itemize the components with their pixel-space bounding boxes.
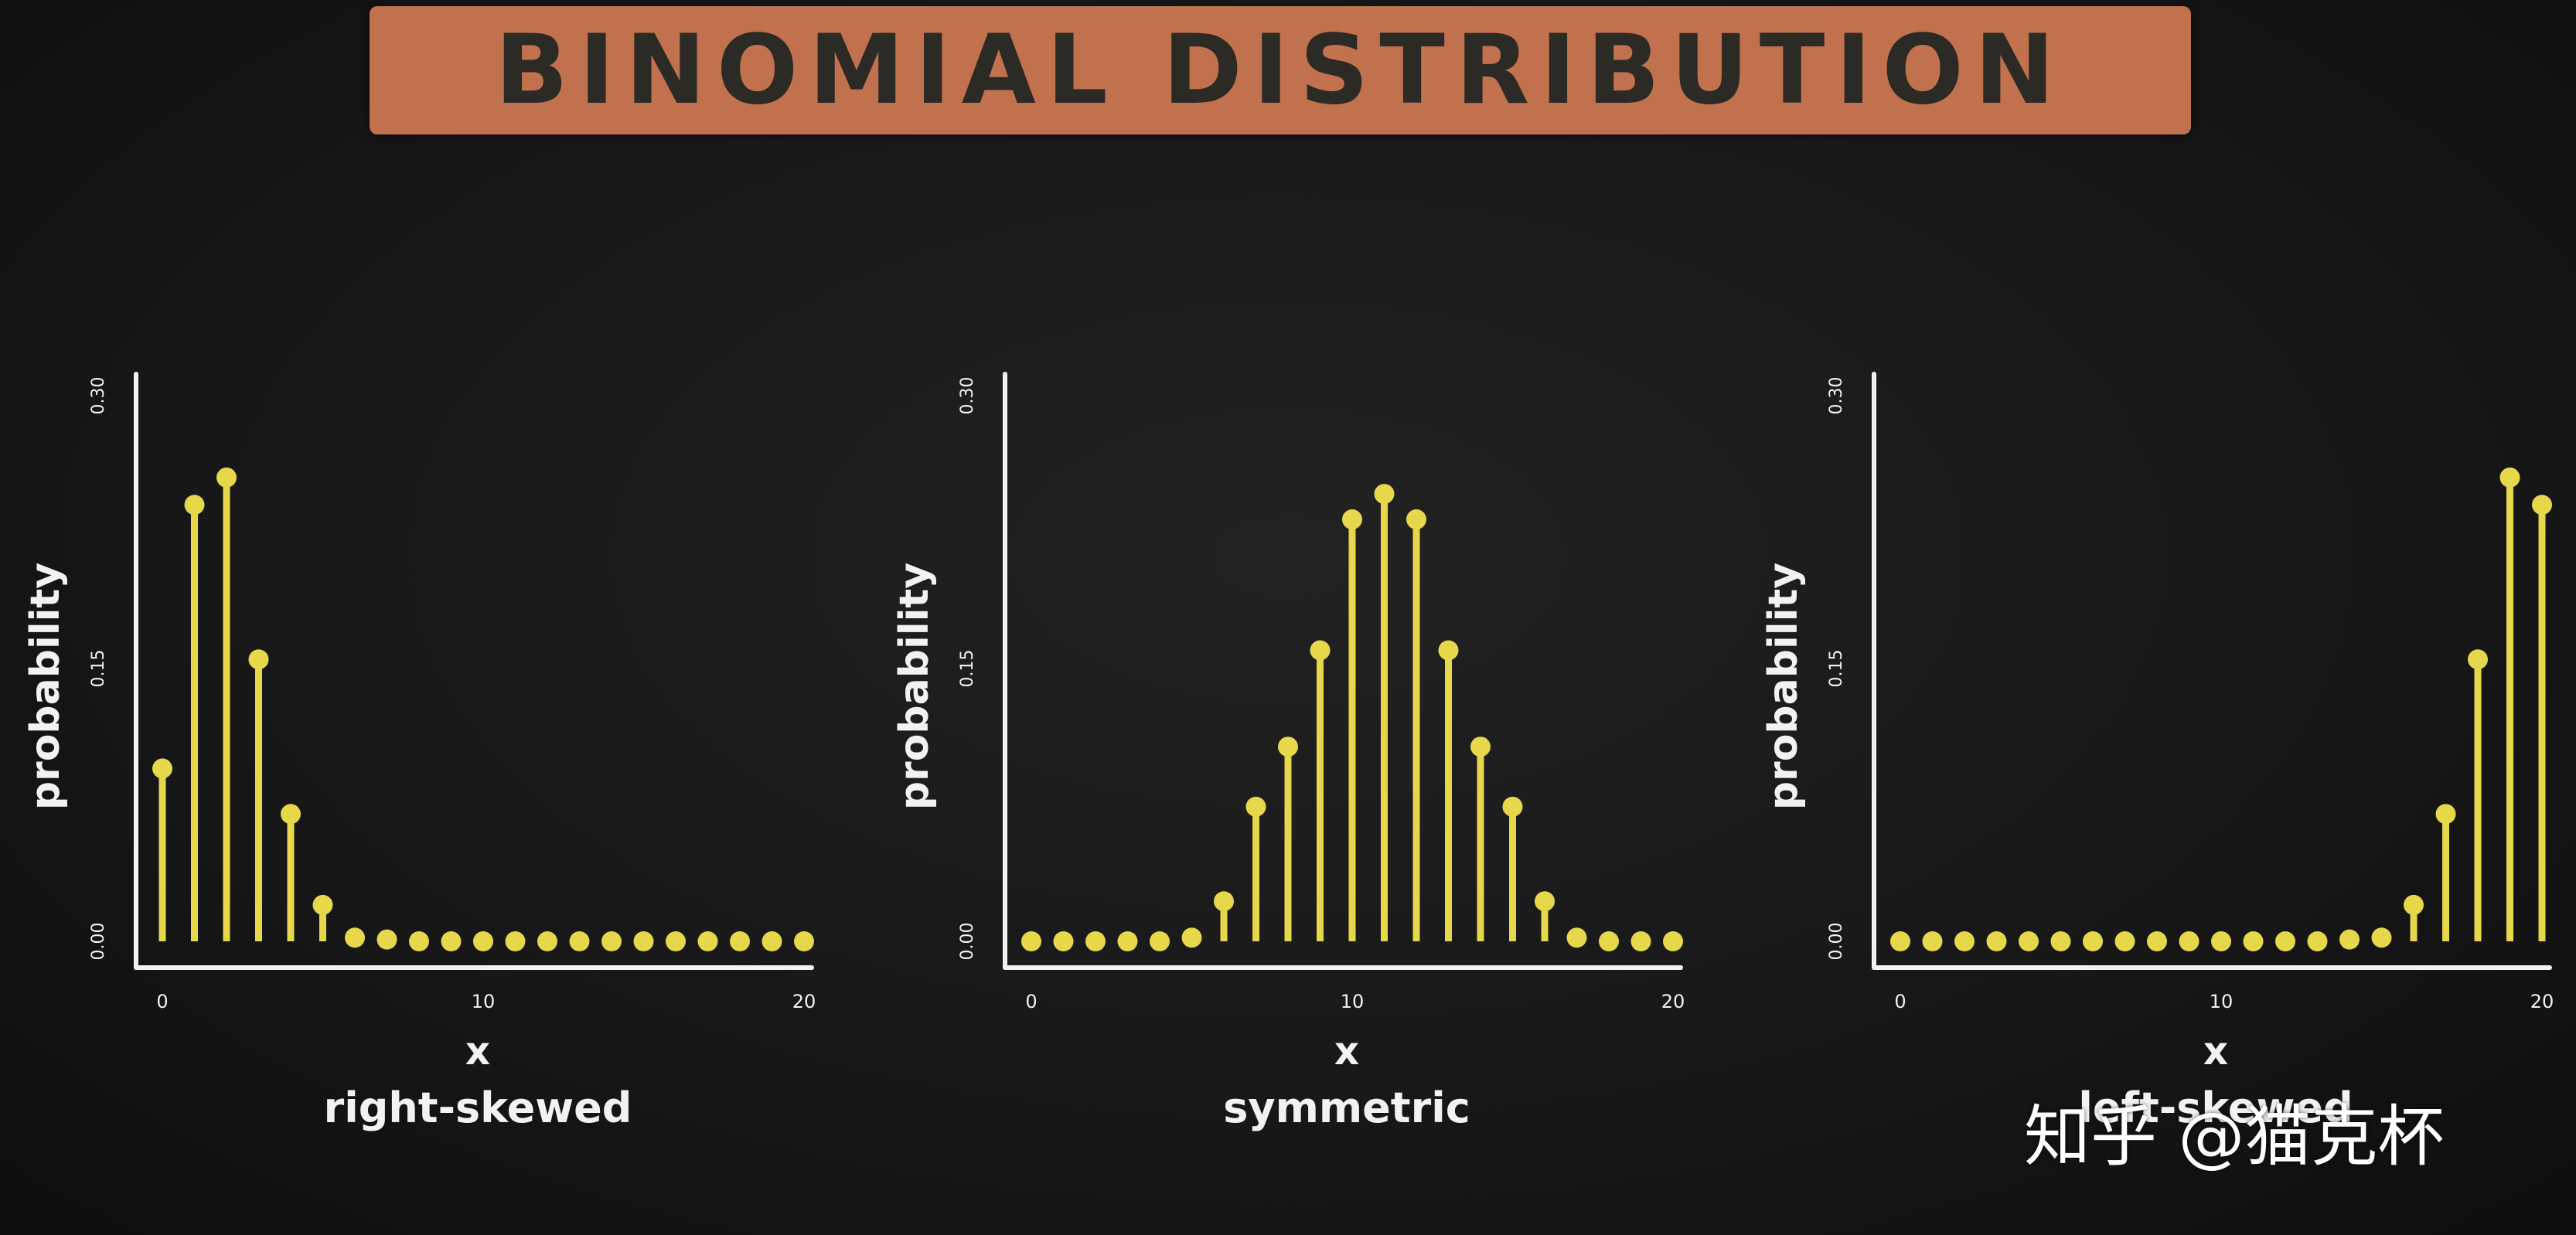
data-point bbox=[697, 931, 718, 951]
data-point bbox=[2275, 931, 2295, 951]
title-banner: BINOMIAL DISTRIBUTION bbox=[370, 6, 2191, 134]
data-point bbox=[2307, 931, 2328, 951]
data-point bbox=[569, 931, 590, 951]
data-point bbox=[2499, 467, 2520, 488]
data-point bbox=[1630, 931, 1651, 951]
data-point bbox=[441, 931, 462, 951]
x-axis-label: x bbox=[1334, 1029, 1359, 1073]
data-point bbox=[1150, 931, 1170, 951]
data-point bbox=[2050, 931, 2071, 951]
data-point bbox=[1245, 796, 1266, 817]
x-tick-label: 20 bbox=[1661, 991, 1685, 1012]
data-point bbox=[794, 931, 814, 951]
data-point bbox=[633, 931, 654, 951]
data-point bbox=[2114, 931, 2135, 951]
y-tick-label: 0.15 bbox=[89, 650, 108, 688]
data-point bbox=[2435, 804, 2456, 825]
chart-caption: left-skewed bbox=[2078, 1084, 2353, 1132]
data-point bbox=[1663, 931, 1683, 951]
chart-caption: symmetric bbox=[1223, 1084, 1470, 1132]
data-point bbox=[2179, 931, 2199, 951]
data-point bbox=[152, 758, 172, 779]
data-point bbox=[1890, 931, 1910, 951]
data-point bbox=[1278, 737, 1298, 757]
data-point bbox=[1502, 796, 1523, 817]
data-point bbox=[1566, 927, 1587, 948]
data-point bbox=[2339, 929, 2360, 950]
data-point bbox=[377, 929, 397, 950]
y-tick-label: 0.00 bbox=[1827, 923, 1846, 961]
data-point bbox=[2371, 927, 2392, 948]
data-point bbox=[666, 931, 686, 951]
chart-caption: right-skewed bbox=[324, 1084, 632, 1132]
y-axis-label: probability bbox=[891, 563, 938, 810]
data-point bbox=[537, 931, 557, 951]
data-point bbox=[345, 927, 365, 948]
data-point bbox=[1085, 931, 1106, 951]
data-point bbox=[1342, 509, 1362, 530]
data-point bbox=[1922, 931, 1943, 951]
y-tick-label: 0.15 bbox=[1827, 650, 1846, 688]
chart-2: 0.00 0.15 0.30 0 10 20 probability x symmetric bbox=[891, 372, 1685, 1132]
data-point bbox=[409, 931, 429, 951]
data-point bbox=[248, 649, 269, 670]
x-tick-label: 0 bbox=[1894, 991, 1906, 1012]
data-point bbox=[730, 931, 750, 951]
chart-3: 0.00 0.15 0.30 0 10 20 probability x left-skewed bbox=[1760, 372, 2554, 1132]
y-tick-label: 0.30 bbox=[89, 377, 108, 415]
data-point bbox=[216, 467, 237, 488]
data-point bbox=[473, 931, 493, 951]
y-tick-label: 0.30 bbox=[1827, 377, 1846, 415]
data-point bbox=[2083, 931, 2103, 951]
data-point bbox=[601, 931, 622, 951]
data-point bbox=[2211, 931, 2231, 951]
data-point bbox=[1986, 931, 2007, 951]
data-point bbox=[1470, 737, 1491, 757]
data-point bbox=[312, 894, 333, 915]
x-tick-label: 20 bbox=[792, 991, 816, 1012]
data-point bbox=[1954, 931, 1975, 951]
y-tick-label: 0.00 bbox=[958, 923, 977, 961]
data-point bbox=[1053, 931, 1074, 951]
data-point bbox=[1117, 931, 1138, 951]
title: BINOMIAL DISTRIBUTION bbox=[495, 15, 2066, 126]
data-point bbox=[2243, 931, 2264, 951]
x-axis-label: x bbox=[465, 1029, 490, 1073]
data-point bbox=[2019, 931, 2039, 951]
data-point bbox=[1310, 640, 1331, 661]
data-point bbox=[1599, 931, 1619, 951]
y-tick-label: 0.30 bbox=[958, 377, 977, 415]
chart-1: 0.00 0.15 0.30 0 10 20 probability x right-skewe… bbox=[22, 372, 816, 1132]
data-point bbox=[1406, 509, 1426, 530]
y-tick-label: 0.00 bbox=[89, 923, 108, 961]
data-point bbox=[1438, 640, 1459, 661]
data-point bbox=[2468, 649, 2488, 670]
data-point bbox=[281, 804, 301, 825]
data-point bbox=[762, 931, 782, 951]
y-axis-label: probability bbox=[22, 563, 69, 810]
x-tick-label: 10 bbox=[1341, 991, 1365, 1012]
data-point bbox=[1214, 891, 1234, 912]
data-point bbox=[2404, 894, 2424, 915]
x-axis-label: x bbox=[2203, 1029, 2228, 1073]
data-point bbox=[1181, 927, 1202, 948]
x-tick-label: 0 bbox=[1025, 991, 1037, 1012]
data-point bbox=[1374, 484, 1395, 505]
x-tick-label: 0 bbox=[156, 991, 168, 1012]
data-point bbox=[505, 931, 526, 951]
data-point bbox=[1021, 931, 1041, 951]
x-tick-label: 10 bbox=[472, 991, 496, 1012]
x-tick-label: 10 bbox=[2210, 991, 2234, 1012]
y-axis-label: probability bbox=[1760, 563, 1807, 810]
data-point bbox=[2532, 495, 2552, 515]
data-point bbox=[2147, 931, 2167, 951]
y-tick-label: 0.15 bbox=[958, 650, 977, 688]
watermark: 知乎 @猫克杯 bbox=[2024, 1098, 2445, 1175]
data-point bbox=[1535, 891, 1555, 912]
data-point bbox=[184, 495, 205, 515]
x-tick-label: 20 bbox=[2530, 991, 2554, 1012]
